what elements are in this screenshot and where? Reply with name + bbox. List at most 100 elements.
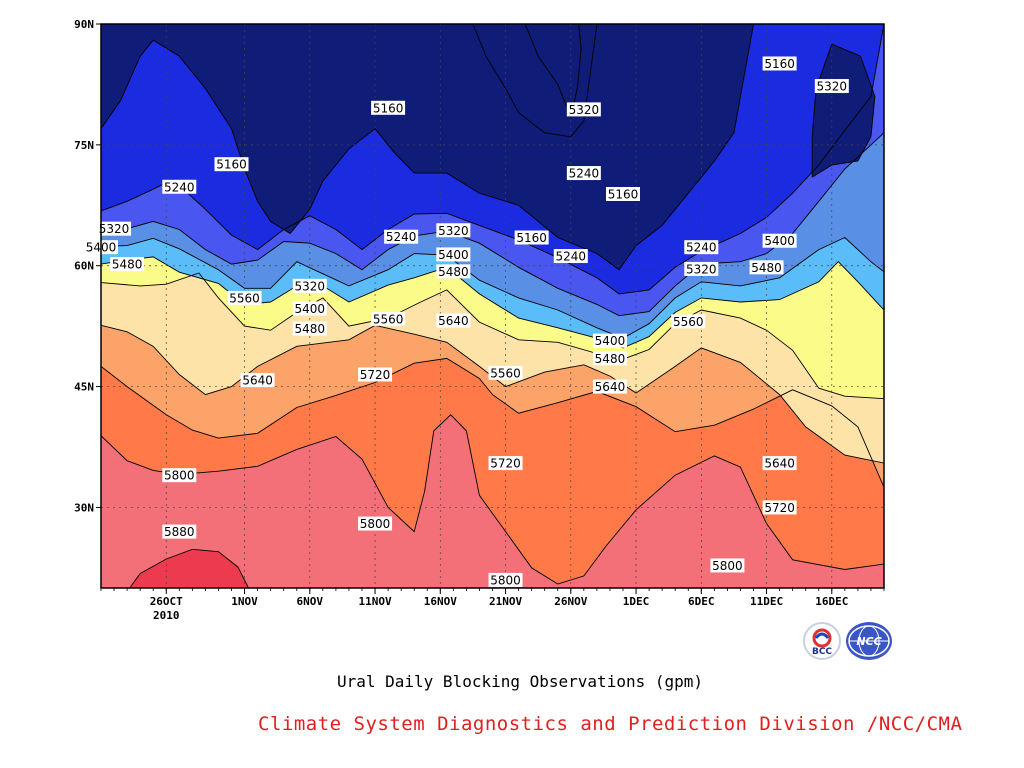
contour-label-text: 5240 <box>164 180 195 194</box>
x-tick-label: 16DEC <box>815 595 848 608</box>
contour-line-5560 <box>101 272 884 400</box>
contour-label-box <box>606 187 640 202</box>
contour-label: 5240 <box>384 229 419 244</box>
contour-label-text: 5480 <box>751 261 782 275</box>
bcc-logo: BCC <box>803 622 841 660</box>
contour-label-text: 5240 <box>386 230 417 244</box>
contour-label-box <box>592 351 627 366</box>
contour-label: 5320 <box>684 261 719 276</box>
contour-line-5160 <box>811 43 876 178</box>
contour-label-box <box>371 311 406 326</box>
bcc-logo-text: BCC <box>811 647 833 657</box>
x-year-label: 2010 <box>153 609 180 622</box>
contour-label-box <box>162 524 197 539</box>
contour-label-box <box>162 179 197 194</box>
contour-label: 5640 <box>436 313 471 328</box>
x-tick-label: 26OCT <box>150 595 183 608</box>
contour-label: 5320 <box>292 278 327 293</box>
contour-label-text: 5240 <box>569 167 600 181</box>
contour-label-text: 5560 <box>673 315 704 329</box>
contour-label: 5880 <box>162 524 197 539</box>
x-tick-label: 1DEC <box>623 595 650 608</box>
contour-label-box <box>436 264 471 279</box>
contour-label: 5640 <box>762 456 797 471</box>
contour-line-5320 <box>524 24 582 119</box>
contour-label-box <box>762 456 797 471</box>
contour-label-box <box>488 365 523 380</box>
contour-line-5640 <box>101 324 884 464</box>
contour-label: 5560 <box>371 311 406 326</box>
contour-label-text: 5400 <box>295 302 326 316</box>
x-tick-label: 11DEC <box>750 595 783 608</box>
contour-label: 5400 <box>592 333 627 348</box>
contour-label: 5400 <box>292 301 327 316</box>
contour-label-box <box>762 500 797 515</box>
contour-label-text: 5400 <box>595 334 626 348</box>
contour-label-box <box>214 157 249 172</box>
contour-label: 5240 <box>684 240 719 255</box>
contour-label: 5640 <box>240 373 275 388</box>
y-tick-label: 30N <box>74 501 94 514</box>
contour-line-5880 <box>129 548 249 588</box>
contour-label-text: 5720 <box>360 368 391 382</box>
contour-label: 5800 <box>488 572 523 587</box>
contour-label-text: 5800 <box>360 517 391 531</box>
contour-label: 5400 <box>762 233 797 248</box>
contour-label-box <box>436 247 471 262</box>
y-tick-label: 60N <box>74 260 94 273</box>
band-5160 <box>101 24 754 270</box>
contour-label-text: 5640 <box>595 380 626 394</box>
contour-label-text: 5320 <box>569 103 600 117</box>
contour-label-box <box>240 373 275 388</box>
band-5880 <box>129 549 249 588</box>
contour-label-text: 5400 <box>438 248 469 262</box>
band-5160 <box>472 24 597 137</box>
contour-label: 5320 <box>436 223 471 238</box>
contour-label-box <box>358 516 393 531</box>
contour-label-text: 5720 <box>490 457 521 471</box>
contour-label-text: 5160 <box>608 188 639 202</box>
contour-bands <box>101 24 884 588</box>
contour-label-box <box>384 229 419 244</box>
contour-label-box <box>436 313 471 328</box>
contour-label-text: 5320 <box>99 222 130 236</box>
ncc-logo: NCC <box>846 622 892 660</box>
contour-label-text: 5160 <box>216 158 247 172</box>
contour-label-text: 5160 <box>516 231 547 245</box>
contour-label: 5480 <box>592 351 627 366</box>
contour-label: 5480 <box>749 260 784 275</box>
contour-label-box <box>292 321 327 336</box>
contour-label: 5400 <box>436 247 471 262</box>
contour-line-5720 <box>101 357 884 488</box>
contour-label: 5160 <box>762 56 797 71</box>
x-tick-label: 16NOV <box>424 595 457 608</box>
contour-label: 5720 <box>488 456 523 471</box>
bcc-swirl-icon <box>812 628 832 648</box>
band-5160 <box>812 44 875 178</box>
contour-label-text: 5240 <box>556 250 587 264</box>
contour-label-box <box>110 257 145 272</box>
contour-label: 5720 <box>358 367 393 382</box>
contour-label-text: 5560 <box>373 312 404 326</box>
contour-label-text: 5160 <box>373 101 404 115</box>
contour-label: 5720 <box>762 500 797 515</box>
x-tick-label: 6NOV <box>297 595 324 608</box>
contour-label-text: 5560 <box>229 291 260 305</box>
y-tick-label: 90N <box>74 18 94 31</box>
contour-label-text: 5560 <box>490 366 521 380</box>
chart-caption: Ural Daily Blocking Observations (gpm) <box>336 672 704 691</box>
contour-label-box <box>358 367 393 382</box>
contour-label: 5160 <box>371 100 406 115</box>
contour-label: 5320 <box>814 79 849 94</box>
contour-label: 5160 <box>606 187 640 202</box>
contour-label-text: 5320 <box>817 80 848 94</box>
contour-label-text: 5880 <box>164 525 195 539</box>
contour-label: 5480 <box>110 257 145 272</box>
contour-label-text: 5160 <box>764 57 795 71</box>
contour-line-5240 <box>101 24 884 295</box>
y-tick-label: 75N <box>74 139 94 152</box>
contour-label-box <box>684 240 719 255</box>
contour-label: 5800 <box>710 558 745 573</box>
contour-label: 5240 <box>162 179 197 194</box>
contour-label-box <box>292 278 327 293</box>
